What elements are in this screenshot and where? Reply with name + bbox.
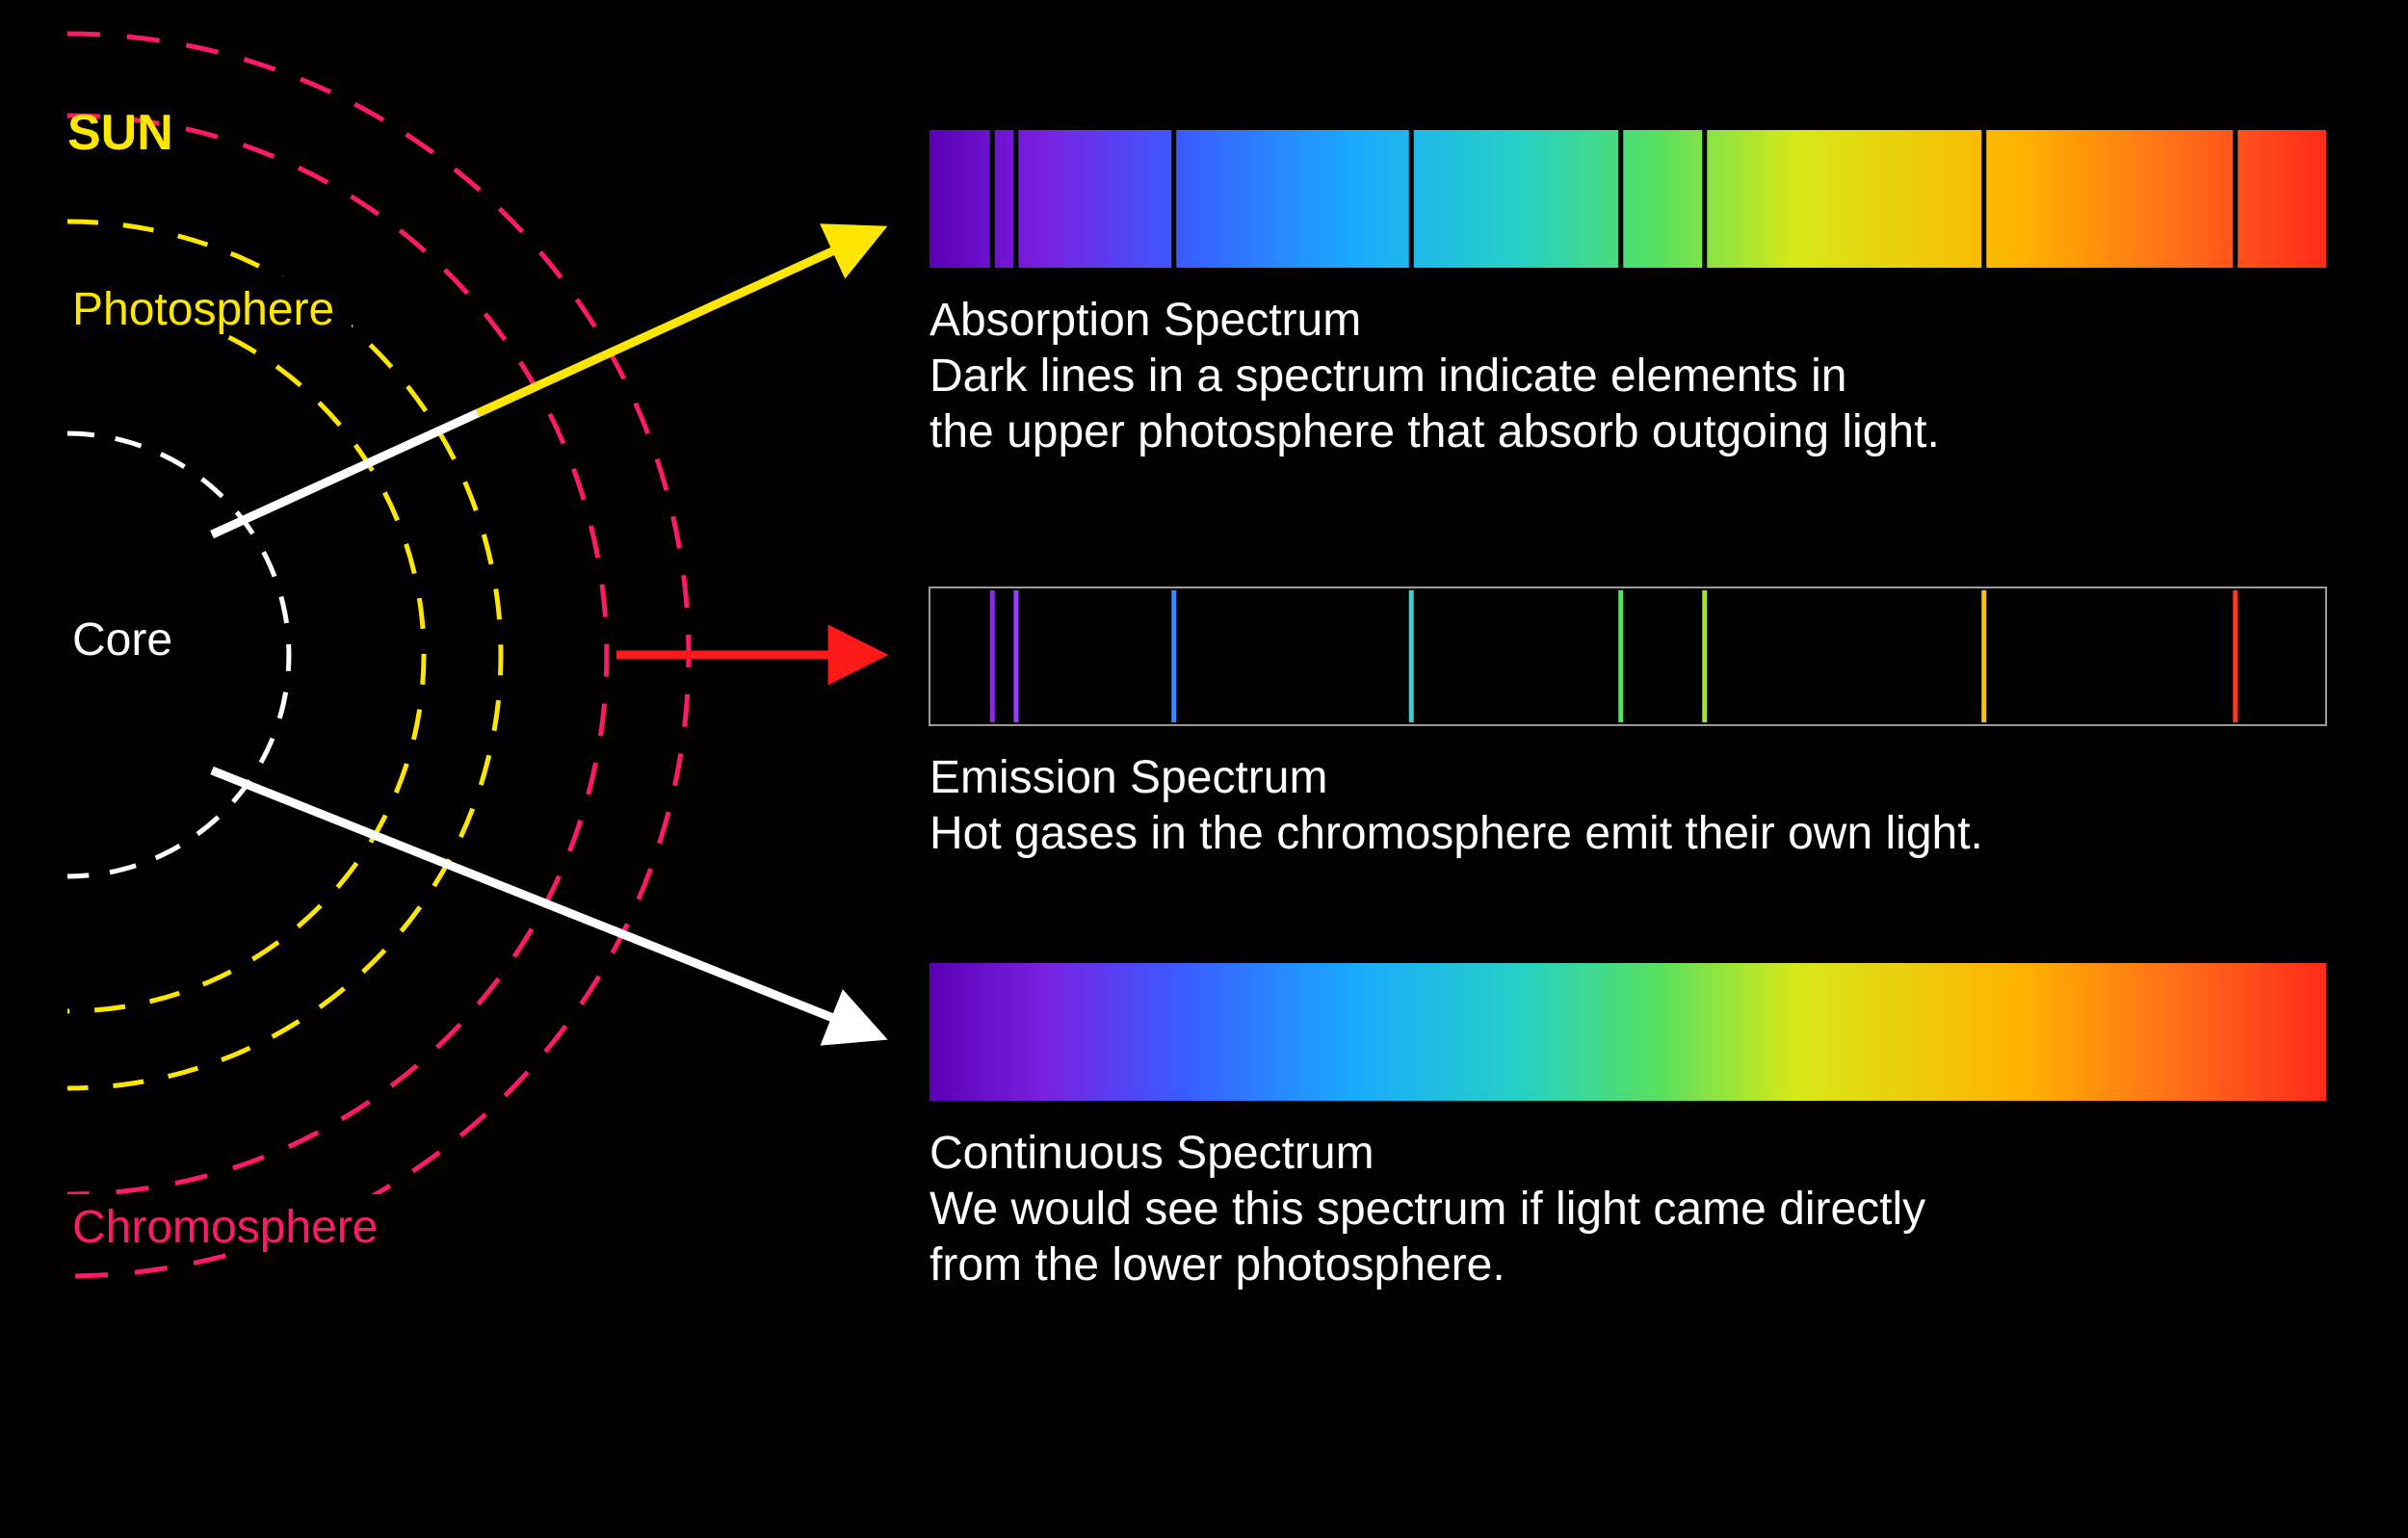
core-label: Core [72,614,172,665]
emission-title: Emission Spectrum [929,752,1327,803]
chromosphere-label: Chromosphere [72,1202,378,1253]
continuous-spectrum [929,963,2326,1101]
continuous-title: Continuous Spectrum [929,1128,1374,1179]
emission-desc-0: Hot gases in the chromosphere emit their… [929,808,1983,859]
continuous-desc-0: We would see this spectrum if light came… [929,1184,1925,1235]
sun-title: SUN [67,105,173,161]
absorption-title: Absorption Spectrum [929,295,1361,346]
continuous-desc-1: from the lower photosphere. [929,1239,1505,1290]
arrow-continuous [212,770,877,1035]
arrow-absorption-head [478,231,877,413]
absorption-spectrum [929,130,2326,268]
arrow-absorption-tail [212,413,478,534]
photosphere-label: Photosphere [72,284,334,335]
emission-spectrum [929,587,2326,725]
absorption-desc-0: Dark lines in a spectrum indicate elemen… [929,351,1846,402]
absorption-desc-1: the upper photosphere that absorb outgoi… [929,406,1940,457]
